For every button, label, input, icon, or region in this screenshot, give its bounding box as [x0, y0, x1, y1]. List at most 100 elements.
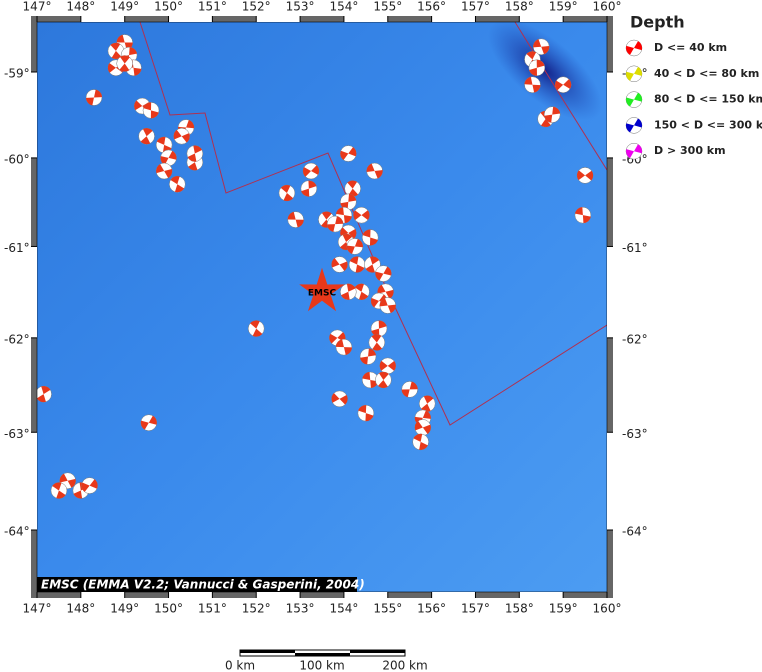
ball-quadrant	[413, 433, 423, 442]
focal-mechanism	[300, 180, 318, 197]
ball-quadrant	[379, 371, 389, 380]
ball-quadrant	[419, 441, 428, 450]
star-label: EMSC	[308, 288, 337, 298]
ball-quadrant	[348, 147, 357, 157]
focal-mechanism	[412, 433, 429, 451]
ball-quadrant	[283, 193, 294, 202]
focal-mechanism	[379, 357, 397, 375]
ball-quadrant	[362, 371, 371, 380]
frame-block	[256, 16, 301, 22]
focal-mechanism	[375, 371, 392, 389]
ball-quadrant	[346, 283, 356, 292]
focal-mechanism	[173, 127, 190, 145]
ball-quadrant	[422, 424, 431, 434]
y-tick-label: -59°	[4, 67, 30, 81]
ball-quadrant	[52, 482, 62, 491]
focal-mechanism	[302, 162, 320, 180]
ball-quadrant	[116, 34, 125, 43]
ball-quadrant	[340, 150, 349, 161]
ball-quadrant	[187, 153, 197, 162]
tick-labels: 147° 147° 148° 148° 149° 149° 150° 150° 151° 151°…	[4, 0, 648, 616]
focal-mechanism	[576, 167, 594, 184]
ball-quadrant	[89, 479, 98, 489]
ball-quadrant	[626, 71, 634, 81]
ball-quadrant	[339, 261, 348, 271]
focal-mechanism	[625, 142, 643, 160]
ball-quadrant	[563, 79, 572, 89]
scale-bar: 0 km 100 km 200 km	[225, 649, 428, 672]
y-tick-label: -61°	[4, 241, 30, 255]
focal-mechanism	[532, 38, 550, 55]
focal-mechanism	[543, 106, 561, 123]
focal-mechanism	[287, 211, 304, 228]
ball-quadrant	[347, 180, 358, 189]
ball-quadrant	[120, 55, 130, 64]
ball-quadrant	[129, 47, 137, 56]
ball-quadrant	[387, 304, 396, 313]
focal-mechanism	[155, 162, 173, 180]
y-tick-label: -62°	[4, 332, 30, 346]
ball-quadrant	[329, 333, 338, 344]
focal-mechanism	[331, 390, 348, 408]
focal-mechanism	[353, 206, 370, 224]
x-tick-label: 147°	[23, 0, 52, 14]
ball-quadrant	[378, 379, 388, 388]
ball-quadrant	[371, 297, 379, 308]
x-tick-label: 158°	[505, 602, 534, 616]
focal-mechanism	[528, 59, 546, 77]
x-tick-label: 156°	[417, 602, 446, 616]
focal-mechanism	[247, 320, 265, 337]
y-tick-label: -64°	[4, 525, 30, 539]
ball-quadrant	[634, 118, 642, 128]
focal-mechanism	[370, 320, 388, 337]
ball-quadrant	[387, 361, 396, 371]
focal-mechanism	[348, 256, 366, 273]
ball-quadrant	[348, 229, 357, 239]
ball-quadrant	[379, 360, 388, 371]
focal-mechanism	[625, 65, 643, 83]
focal-mechanism	[361, 371, 379, 389]
frame-block	[31, 432, 37, 530]
ball-quadrant	[341, 291, 350, 300]
scale-label: 100 km	[299, 659, 344, 672]
frame-block	[168, 16, 213, 22]
ball-quadrant	[409, 381, 418, 390]
x-tick-label: 150°	[154, 602, 183, 616]
ball-quadrant	[377, 284, 386, 294]
focal-mechanism	[340, 193, 357, 211]
frame-block	[343, 16, 388, 22]
ball-quadrant	[585, 170, 594, 181]
ball-quadrant	[170, 176, 180, 185]
frame-block	[431, 592, 476, 598]
ball-quadrant	[346, 245, 355, 254]
ball-quadrant	[379, 298, 388, 307]
frame-band	[31, 592, 613, 598]
ball-quadrant	[378, 320, 387, 329]
frame-block	[431, 16, 476, 22]
frame-block	[343, 592, 388, 598]
focal-mechanism	[169, 175, 186, 193]
x-tick-label: 150°	[154, 0, 183, 14]
scale-label: 200 km	[382, 659, 427, 672]
ball-quadrant	[529, 67, 537, 76]
ball-quadrant	[335, 339, 344, 348]
focal-mechanism	[142, 102, 160, 119]
ball-quadrant	[541, 118, 551, 127]
focal-mechanism	[414, 419, 432, 436]
x-tick-label: 148°	[66, 0, 95, 14]
ball-quadrant	[368, 348, 376, 357]
focal-mechanism	[524, 76, 541, 93]
ball-quadrant	[73, 490, 83, 499]
x-tick-label: 159°	[549, 0, 578, 14]
ball-quadrant	[414, 421, 423, 431]
ball-quadrant	[168, 150, 177, 160]
y-tick-label: -61°	[622, 241, 648, 255]
ball-quadrant	[383, 266, 392, 276]
ball-quadrant	[634, 92, 642, 102]
ball-quadrant	[160, 156, 169, 165]
ball-quadrant	[173, 129, 182, 140]
x-tick-label: 159°	[549, 602, 578, 616]
x-tick-label: 158°	[505, 0, 534, 14]
ball-quadrant	[541, 46, 550, 55]
ball-quadrant	[348, 193, 357, 202]
